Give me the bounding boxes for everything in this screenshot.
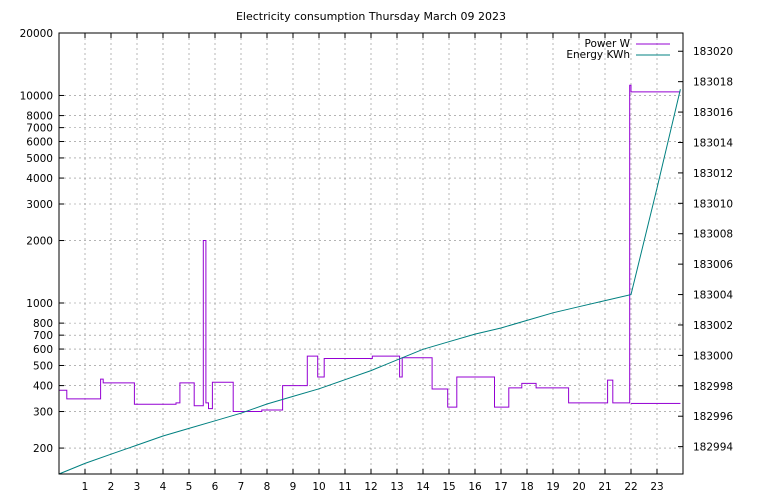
y-tick-label: 5000 [26, 153, 53, 165]
x-tick-label: 7 [238, 481, 245, 493]
y-tick-label: 300 [33, 407, 53, 419]
x-tick-label: 20 [572, 481, 585, 493]
y2-tick-label: 182998 [693, 381, 733, 393]
x-tick-label: 18 [520, 481, 533, 493]
x-tick-label: 22 [624, 481, 637, 493]
y-tick-label: 8000 [26, 111, 53, 123]
y2-tick-label: 183002 [693, 320, 733, 332]
y2-tick-label: 183010 [693, 198, 733, 210]
x-tick-label: 8 [264, 481, 271, 493]
y2-tick-label: 183016 [693, 107, 733, 119]
legend: Power W Energy KWh [566, 38, 670, 61]
series-layer [58, 84, 681, 475]
y-tick-label: 700 [33, 330, 53, 342]
y2-tick-label: 183014 [693, 137, 733, 149]
y2-tick-label: 183004 [693, 290, 733, 302]
y-tick-label: 7000 [26, 123, 53, 135]
y-tick-label: 3000 [26, 199, 53, 211]
y-tick-label: 10000 [20, 90, 53, 102]
x-tick-label: 10 [312, 481, 325, 493]
y-tick-label: 200 [33, 443, 53, 455]
x-tick-label: 11 [338, 481, 351, 493]
y-tick-label: 2000 [26, 236, 53, 248]
y2-tick-label: 182994 [693, 442, 733, 454]
x-tick-label: 23 [650, 481, 663, 493]
x-tick-label: 4 [160, 481, 167, 493]
y-tick-label: 400 [33, 381, 53, 393]
series-line-energy [58, 89, 681, 475]
y2-tick-label: 182996 [693, 411, 733, 423]
x-tick-label: 21 [598, 481, 611, 493]
y-tick-label: 800 [33, 318, 53, 330]
grid-lines [59, 32, 683, 474]
y-tick-label: 1000 [26, 298, 53, 310]
x-tick-labels: 1 2 3 4 5 6 7 8 9 10 11 12 13 14 15 16 17 18 19 20 21 22 23 [82, 481, 664, 493]
legend-label-energy: Energy KWh [566, 49, 630, 61]
y-tick-label: 20000 [20, 28, 53, 40]
chart-title: Electricity consumption Thursday March 0… [236, 10, 506, 23]
x-tick-label: 9 [290, 481, 297, 493]
y2-tick-label: 183006 [693, 259, 733, 271]
x-tick-label: 16 [468, 481, 482, 493]
x-tick-label: 5 [186, 481, 193, 493]
x-tick-label: 2 [108, 481, 115, 493]
y2-tick-label: 183012 [693, 168, 733, 180]
x-tick-label: 12 [364, 481, 377, 493]
y2-tick-label: 183018 [693, 77, 733, 89]
x-tick-label: 3 [134, 481, 141, 493]
y2-tick-label: 183000 [693, 350, 733, 362]
legend-label-power: Power W [585, 38, 631, 50]
axis-ticks [59, 32, 683, 474]
x-tick-label: 17 [494, 481, 507, 493]
series-line-power [59, 84, 681, 412]
y-tick-label: 4000 [26, 173, 53, 185]
y-tick-label: 500 [33, 360, 53, 372]
y-tick-label: 600 [33, 344, 53, 356]
x-tick-label: 13 [390, 481, 403, 493]
y2-tick-label: 183008 [693, 229, 733, 241]
y2-tick-label: 183020 [693, 46, 733, 58]
x-tick-label: 19 [546, 481, 559, 493]
y2-tick-labels: 182994 182996 182998 183000 183002 183004 1830… [693, 46, 733, 453]
x-tick-label: 1 [82, 481, 89, 493]
x-tick-label: 14 [416, 481, 430, 493]
power-spike-bar [631, 402, 681, 404]
x-tick-label: 15 [442, 481, 455, 493]
x-tick-label: 6 [212, 481, 219, 493]
y-tick-label: 6000 [26, 137, 53, 149]
